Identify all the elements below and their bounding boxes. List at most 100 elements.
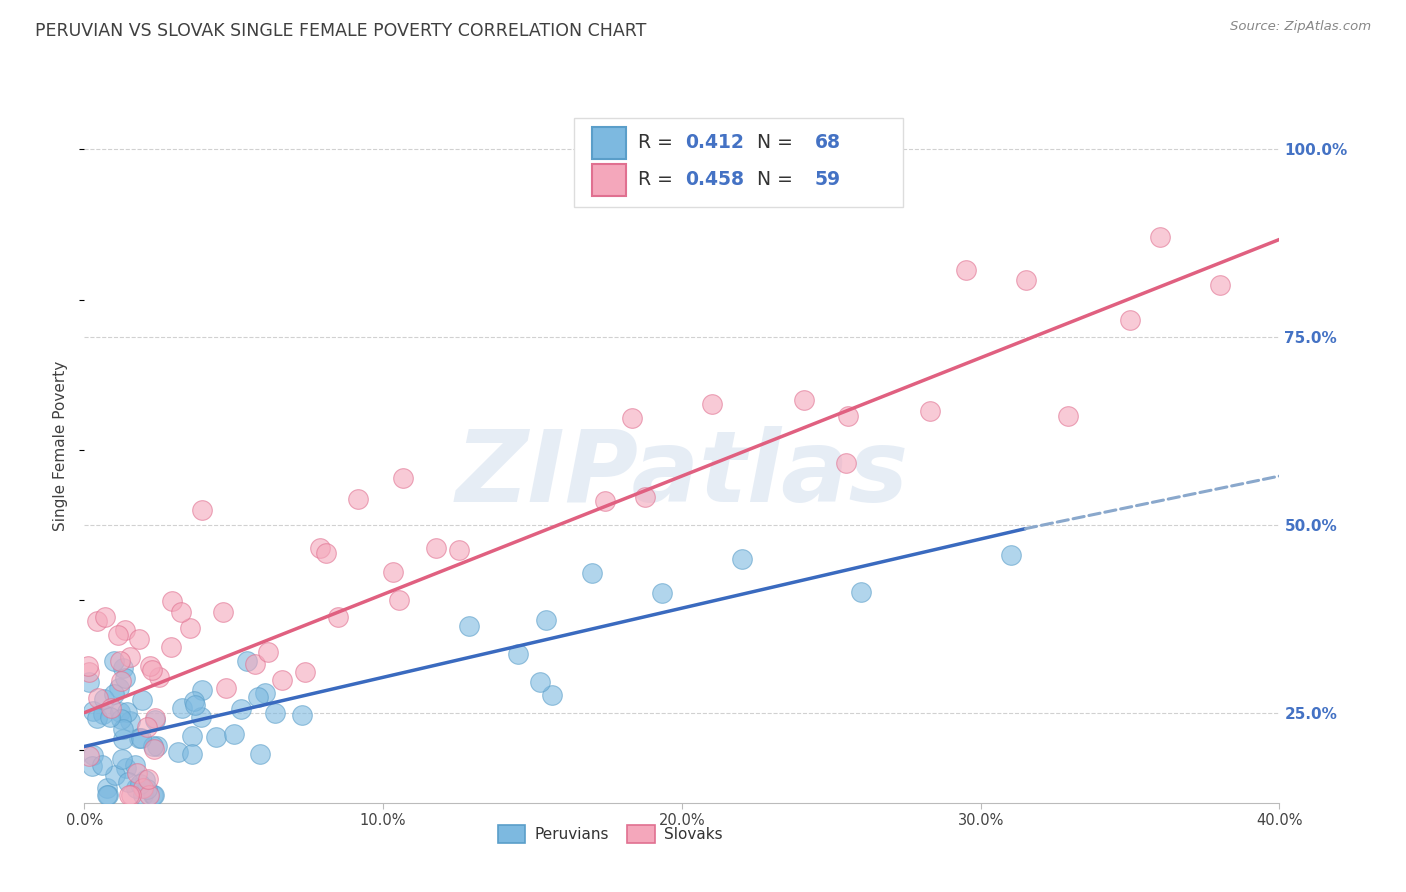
Point (231, 701, 253, 715)
Text: 59: 59 (814, 170, 841, 189)
Point (77, 665, 100, 679)
Text: R =: R = (638, 133, 679, 153)
Point (183, 694, 205, 708)
Point (593, 493, 616, 508)
Point (1000, 549, 1022, 563)
Point (190, 710, 212, 724)
Point (107, 681, 129, 695)
Point (127, 766, 149, 780)
Point (169, 605, 191, 619)
Point (134, 773, 156, 788)
Text: N =: N = (745, 170, 799, 189)
Point (346, 491, 368, 506)
Point (457, 619, 479, 633)
Point (264, 706, 287, 721)
Point (100, 701, 122, 715)
Y-axis label: Single Female Poverty: Single Female Poverty (53, 361, 69, 531)
Point (651, 585, 673, 599)
Point (148, 669, 170, 683)
Point (146, 739, 169, 753)
Text: 0.458: 0.458 (686, 170, 745, 189)
Point (120, 714, 142, 729)
Point (243, 657, 266, 671)
Point (111, 723, 134, 737)
Point (131, 781, 153, 796)
Point (96, 780, 118, 795)
Point (93, 692, 115, 706)
Point (87, 691, 110, 706)
Text: ZIPatlas: ZIPatlas (456, 426, 908, 523)
Text: Source: ZipAtlas.com: Source: ZipAtlas.com (1230, 20, 1371, 33)
Point (634, 491, 657, 505)
Point (143, 789, 166, 803)
Point (77, 675, 100, 690)
Point (136, 772, 159, 787)
Point (1119, 313, 1142, 327)
Point (117, 775, 139, 789)
Point (1014, 273, 1036, 287)
Point (793, 392, 815, 407)
FancyBboxPatch shape (575, 118, 903, 207)
Point (128, 632, 150, 647)
Point (254, 686, 277, 700)
Point (190, 503, 212, 517)
Point (77, 658, 100, 673)
Point (181, 747, 204, 761)
Point (124, 758, 146, 772)
FancyBboxPatch shape (592, 127, 626, 159)
Point (160, 594, 183, 608)
Point (136, 782, 159, 797)
Point (529, 674, 551, 689)
Point (118, 789, 141, 803)
Point (118, 650, 141, 665)
Point (1056, 409, 1078, 423)
Point (388, 593, 411, 607)
Point (107, 628, 129, 642)
Point (224, 726, 246, 740)
FancyBboxPatch shape (592, 164, 626, 196)
Point (294, 665, 316, 679)
Point (128, 777, 150, 791)
Point (167, 745, 190, 759)
Point (309, 541, 332, 556)
Point (620, 410, 643, 425)
Point (138, 789, 160, 803)
Point (112, 661, 135, 675)
Text: 0.412: 0.412 (686, 133, 744, 153)
Point (249, 747, 271, 762)
Point (326, 609, 349, 624)
Text: PERUVIAN VS SLOVAK SINGLE FEMALE POVERTY CORRELATION CHART: PERUVIAN VS SLOVAK SINGLE FEMALE POVERTY… (35, 22, 647, 40)
Point (86, 614, 108, 628)
Text: 68: 68 (814, 133, 841, 153)
Point (540, 688, 562, 702)
Point (918, 404, 941, 418)
Point (235, 654, 257, 668)
Point (425, 541, 447, 555)
Point (160, 640, 183, 654)
Point (120, 789, 142, 803)
Text: R =: R = (638, 170, 679, 189)
Point (93, 610, 115, 624)
Point (98, 710, 121, 724)
Point (115, 705, 138, 719)
Point (381, 566, 404, 580)
Point (110, 752, 132, 766)
Point (108, 706, 131, 720)
Point (955, 262, 977, 277)
Point (104, 768, 127, 782)
Point (96, 789, 118, 803)
Point (129, 731, 152, 746)
Point (1149, 230, 1171, 244)
Point (145, 713, 167, 727)
Point (132, 789, 155, 803)
Point (143, 711, 166, 725)
Point (103, 687, 125, 701)
Point (731, 551, 754, 566)
Point (534, 613, 557, 627)
Point (212, 605, 235, 619)
Point (180, 729, 202, 743)
Point (97, 789, 120, 803)
Point (139, 658, 162, 673)
Point (392, 471, 415, 485)
Point (142, 742, 165, 756)
